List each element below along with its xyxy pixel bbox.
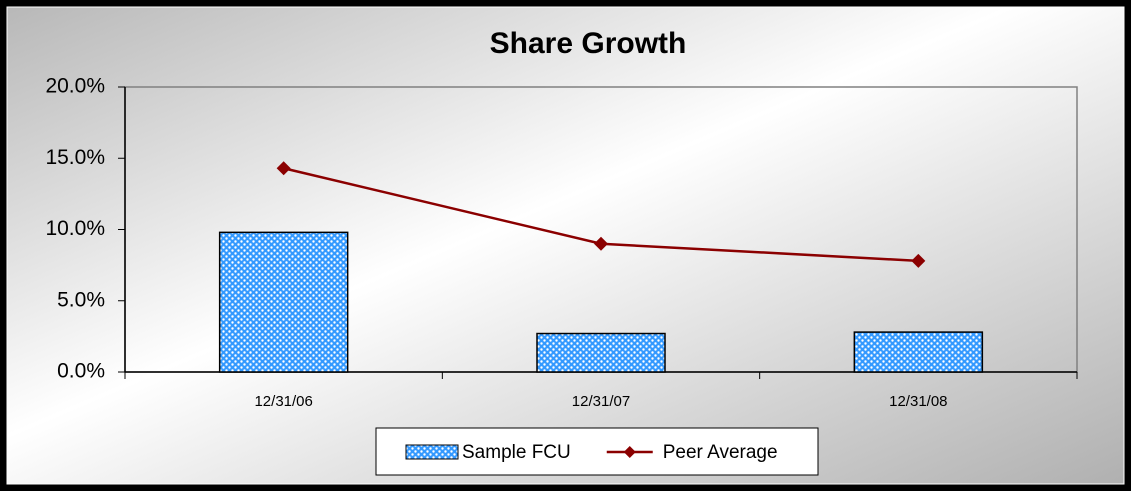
y-tick-label: 5.0% — [57, 288, 105, 311]
legend-label: Peer Average — [663, 442, 778, 463]
x-tick-label: 12/31/07 — [572, 393, 630, 410]
legend-swatch — [405, 444, 459, 460]
x-tick-label: 12/31/08 — [889, 393, 947, 410]
y-tick-label: 10.0% — [45, 217, 105, 240]
bar — [536, 332, 666, 373]
marker — [911, 253, 926, 268]
y-tick-label: 0.0% — [57, 360, 105, 383]
x-tick-label: 12/31/06 — [254, 393, 312, 410]
y-tick-label: 20.0% — [45, 75, 105, 98]
marker — [594, 236, 608, 251]
y-tick-label: 15.0% — [45, 146, 105, 169]
legend-label: Sample FCU — [462, 442, 571, 463]
bar — [853, 331, 984, 373]
chart-title: Share Growth — [490, 27, 687, 60]
background — [6, 6, 1125, 485]
marker — [276, 161, 291, 176]
legend-marker — [623, 446, 636, 458]
bar — [218, 231, 349, 373]
